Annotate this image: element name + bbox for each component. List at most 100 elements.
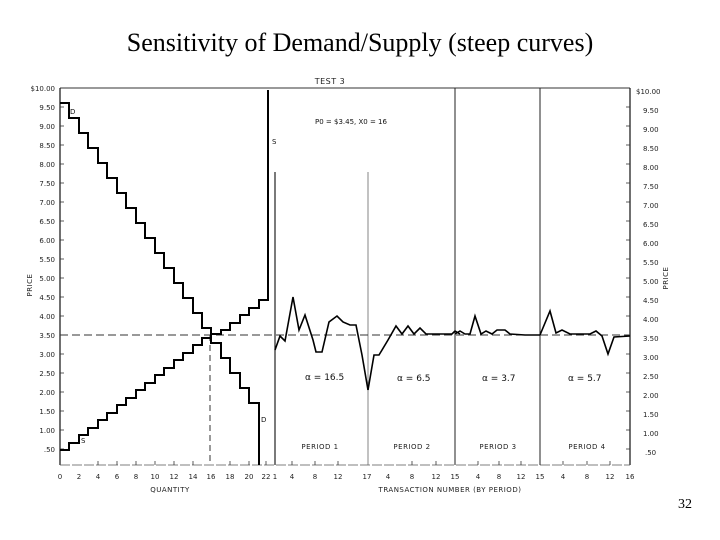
svg-text:0: 0 — [58, 473, 62, 481]
svg-text:4: 4 — [386, 473, 391, 481]
svg-text:20: 20 — [245, 473, 254, 481]
supply-label-top: S — [272, 138, 277, 146]
svg-text:5.50: 5.50 — [39, 256, 55, 264]
svg-text:1.00: 1.00 — [643, 430, 659, 438]
svg-text:8.00: 8.00 — [39, 161, 55, 169]
svg-text:4: 4 — [561, 473, 566, 481]
svg-text:.50: .50 — [44, 446, 55, 454]
svg-text:4.00: 4.00 — [39, 313, 55, 321]
svg-text:.50: .50 — [645, 449, 656, 457]
svg-text:12: 12 — [170, 473, 179, 481]
svg-text:6.50: 6.50 — [39, 218, 55, 226]
slide-title: Sensitivity of Demand/Supply (steep curv… — [126, 28, 594, 57]
period-1-label: PERIOD 1 — [301, 443, 338, 451]
svg-text:18: 18 — [226, 473, 235, 481]
svg-text:4.50: 4.50 — [643, 297, 659, 305]
svg-text:7.50: 7.50 — [39, 180, 55, 188]
svg-text:1.50: 1.50 — [643, 411, 659, 419]
svg-text:5.50: 5.50 — [643, 259, 659, 267]
left-y-axis-label: PRICE — [26, 274, 34, 297]
demand-curve — [60, 102, 260, 465]
svg-text:14: 14 — [189, 473, 198, 481]
svg-text:1: 1 — [273, 473, 277, 481]
svg-text:2.50: 2.50 — [39, 370, 55, 378]
transaction-x-ticks: 1 4 8 12 17 4 8 12 15 4 8 12 15 4 8 12 1… — [273, 473, 635, 481]
svg-text:8.50: 8.50 — [643, 145, 659, 153]
svg-text:9.00: 9.00 — [39, 123, 55, 131]
equilibrium-annotation: P0 = $3.45, X0 = 16 — [315, 118, 387, 126]
right-y-ticks: $10.00 9.50 9.00 8.50 8.00 7.50 7.00 6.5… — [636, 88, 661, 457]
svg-text:12: 12 — [432, 473, 441, 481]
svg-text:4: 4 — [96, 473, 101, 481]
svg-text:4: 4 — [476, 473, 481, 481]
svg-text:8: 8 — [313, 473, 317, 481]
price-path-period-1 — [274, 296, 369, 391]
svg-text:2.00: 2.00 — [643, 392, 659, 400]
period-3-label: PERIOD 3 — [479, 443, 516, 451]
x-tick-marks — [97, 461, 611, 465]
alpha-period-2: α = 6.5 — [397, 374, 431, 384]
svg-text:3.00: 3.00 — [39, 351, 55, 359]
alpha-period-4: α = 5.7 — [568, 374, 602, 384]
svg-text:5.00: 5.00 — [39, 275, 55, 283]
alpha-period-3: α = 3.7 — [482, 374, 516, 384]
svg-text:4.50: 4.50 — [39, 294, 55, 302]
svg-text:7.50: 7.50 — [643, 183, 659, 191]
x-axis-label-quantity: QUANTITY — [150, 486, 190, 494]
supply-label-bottom: S — [81, 437, 86, 445]
price-path-period-2 — [367, 324, 461, 391]
svg-text:4: 4 — [290, 473, 295, 481]
svg-text:16: 16 — [207, 473, 216, 481]
svg-text:8: 8 — [134, 473, 138, 481]
page-number: 32 — [678, 497, 692, 512]
svg-text:8: 8 — [585, 473, 589, 481]
price-path-period-4 — [539, 308, 631, 357]
svg-text:6.50: 6.50 — [643, 221, 659, 229]
svg-text:7.00: 7.00 — [643, 202, 659, 210]
svg-text:8.50: 8.50 — [39, 142, 55, 150]
svg-text:8.00: 8.00 — [643, 164, 659, 172]
svg-text:4.00: 4.00 — [643, 316, 659, 324]
svg-text:12: 12 — [334, 473, 343, 481]
right-tick-marks — [626, 106, 630, 450]
svg-text:6.00: 6.00 — [643, 240, 659, 248]
svg-text:$10.00: $10.00 — [636, 88, 661, 96]
svg-text:9.50: 9.50 — [643, 107, 659, 115]
svg-text:2.50: 2.50 — [643, 373, 659, 381]
svg-text:5.00: 5.00 — [643, 278, 659, 286]
svg-text:9.00: 9.00 — [643, 126, 659, 134]
supply-curve — [60, 90, 269, 451]
svg-text:3.00: 3.00 — [643, 354, 659, 362]
svg-text:9.50: 9.50 — [39, 104, 55, 112]
demand-label-top: D — [70, 108, 75, 116]
svg-text:22: 22 — [262, 473, 271, 481]
svg-text:3.50: 3.50 — [643, 335, 659, 343]
svg-text:15: 15 — [451, 473, 460, 481]
alpha-period-1: α = 16.5 — [305, 373, 344, 383]
left-y-ticks: $10.00 9.50 9.00 8.50 8.00 7.50 7.00 6.5… — [31, 85, 56, 454]
svg-text:8: 8 — [497, 473, 501, 481]
svg-text:12: 12 — [606, 473, 615, 481]
svg-text:2: 2 — [77, 473, 81, 481]
svg-text:6.00: 6.00 — [39, 237, 55, 245]
svg-text:1.50: 1.50 — [39, 408, 55, 416]
svg-text:1.00: 1.00 — [39, 427, 55, 435]
period-2-label: PERIOD 2 — [393, 443, 430, 451]
price-path-period-3 — [454, 313, 540, 336]
svg-text:17: 17 — [363, 473, 372, 481]
svg-text:$10.00: $10.00 — [31, 85, 56, 93]
demand-label-bottom: D — [261, 416, 266, 424]
svg-text:16: 16 — [626, 473, 635, 481]
svg-text:3.50: 3.50 — [39, 332, 55, 340]
svg-text:2.00: 2.00 — [39, 389, 55, 397]
svg-text:10: 10 — [151, 473, 160, 481]
period-4-label: PERIOD 4 — [568, 443, 605, 451]
chart-title: TEST 3 — [314, 77, 346, 86]
right-y-axis-label: PRICE — [662, 267, 670, 290]
svg-text:7.00: 7.00 — [39, 199, 55, 207]
svg-text:8: 8 — [410, 473, 414, 481]
quantity-x-ticks: 0 2 4 6 8 10 12 14 16 18 20 22 — [58, 473, 271, 481]
x-axis-label-transaction: TRANSACTION NUMBER (BY PERIOD) — [378, 486, 522, 494]
svg-text:12: 12 — [517, 473, 526, 481]
